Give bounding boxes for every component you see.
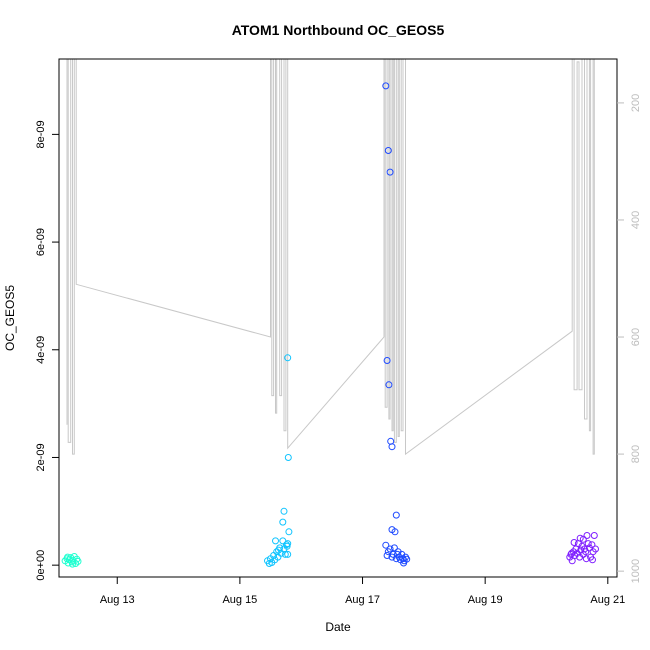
data-point-series-2 [284,540,292,548]
x-tick-label: Aug 19 [468,594,503,606]
data-point-series-3 [382,82,390,90]
y-tick-label: 6e-09 [35,228,47,256]
data-point-series-2 [281,550,289,558]
y-tick-label: 8e-09 [35,120,47,148]
plot-area-border [58,58,618,578]
data-point-series-4 [568,549,576,557]
data-point-series-4 [583,532,591,539]
data-point-series-4 [576,534,584,542]
data-point-series-2 [275,546,282,554]
x-tick-label: Aug 13 [100,594,135,606]
data-point-series-2 [284,354,292,362]
data-point-series-3 [386,545,394,553]
x-tick-label: Aug 15 [222,594,257,606]
data-point-series-4 [588,541,596,549]
data-point-series-3 [386,168,394,176]
data-point-series-3 [388,443,396,451]
data-point-series-3 [394,550,401,558]
data-point-series-4 [584,540,592,548]
data-point-series-4 [589,556,596,564]
data-point-series-3 [385,381,393,389]
x-tick-label: Aug 21 [590,594,625,606]
y-tick-label: 4e-09 [35,336,47,364]
y2-tick-label: 800 [630,445,642,463]
y-axis-label: OC_GEOS5 [3,285,17,351]
data-point-series-2 [284,550,292,558]
y2-tick-label: 400 [630,211,642,229]
data-point-series-3 [391,528,399,536]
data-point-series-3 [392,511,400,519]
x-tick-label: Aug 17 [345,594,380,606]
data-point-series-4 [592,545,599,553]
y2-tick-label: 200 [630,94,642,112]
data-point-series-4 [570,539,578,546]
data-point-series-4 [590,532,598,539]
data-point-series-1 [74,557,82,565]
data-point-series-4 [579,550,587,558]
y2-tick-label: 1000 [630,559,642,583]
data-point-series-3 [384,147,392,154]
data-point-series-4 [579,535,587,543]
data-point-series-1 [64,553,72,561]
data-point-series-3 [382,541,390,549]
secondary-profile-line [66,58,595,456]
data-point-series-3 [383,357,391,364]
y-tick-label: 0e+00 [35,550,47,581]
data-point-series-2 [285,528,293,536]
data-point-series-3 [400,559,408,567]
data-point-series-2 [272,537,279,545]
data-point-series-2 [280,507,288,515]
y-tick-label: 2e-09 [35,443,47,471]
x-axis-label: Date [325,620,351,634]
data-point-series-3 [390,544,398,552]
data-point-series-2 [279,518,287,526]
data-point-series-2 [283,542,291,550]
chart-title: ATOM1 Northbound OC_GEOS5 [232,22,445,38]
y2-tick-label: 600 [630,328,642,346]
data-point-series-2 [284,454,292,461]
data-point-series-1 [69,560,76,568]
